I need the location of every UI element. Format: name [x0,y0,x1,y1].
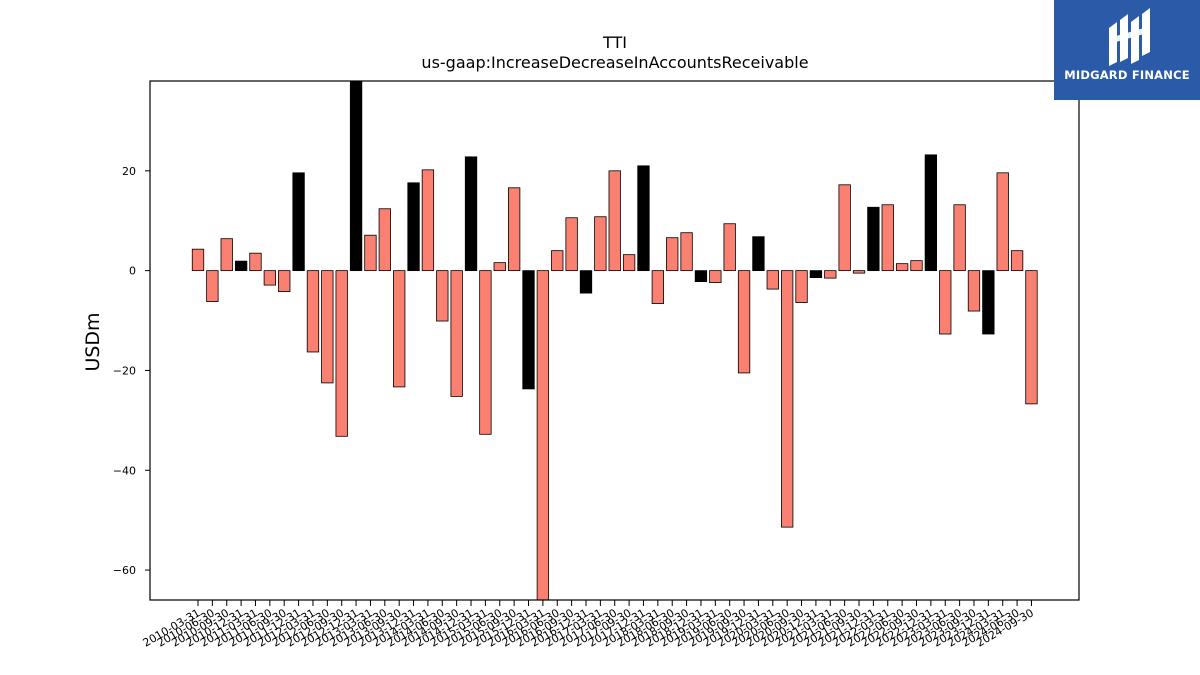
bar-2013-12-31 [407,182,420,272]
bar-2010-06-30 [206,270,219,302]
bar-2014-09-30 [450,270,463,397]
bar-2018-06-30 [666,237,679,272]
bar-2017-06-30 [608,170,621,272]
bar-2012-09-30 [335,270,348,437]
bar-2024-09-30 [1025,270,1038,405]
bar-2022-12-31 [924,154,938,272]
plot-frame [149,80,1080,601]
bar-2013-09-30 [393,270,406,388]
bar-2013-03-31 [364,234,377,272]
bar-2012-06-30 [321,270,334,384]
bar-2020-06-30 [781,270,794,528]
bar-2011-09-30 [278,270,291,292]
bar-2017-03-31 [594,216,607,272]
y-axis-label: USDm [82,312,104,371]
bar-2016-06-30 [551,250,564,272]
bar-2013-06-30 [378,208,391,272]
bar-2015-06-30 [493,262,506,272]
bar-2019-09-30 [737,270,751,374]
bar-2020-03-31 [766,270,779,290]
y-tick-label: 20 [122,165,136,178]
bar-2023-06-30 [953,204,966,272]
midgard-finance-logo: MIDGARD FINANCE [1054,0,1200,100]
bar-2011-06-30 [263,270,277,286]
bar-2024-03-31 [996,172,1009,272]
bar-2010-12-31 [234,260,248,272]
bar-2021-06-30 [838,184,851,272]
bar-2014-12-31 [464,156,478,272]
bar-2012-12-31 [349,80,363,272]
y-tick-label: −60 [113,564,136,577]
bar-2018-12-31 [694,270,708,283]
bar-2016-12-31 [579,270,593,294]
bar-2020-09-30 [795,270,808,303]
bar-2016-09-30 [565,217,578,272]
logo-text: MIDGARD FINANCE [1064,68,1190,82]
logo-background [1054,0,1200,100]
bar-2012-03-31 [306,270,320,353]
bar-2018-09-30 [680,232,693,272]
bar-2010-09-30 [220,238,233,272]
chart-title: TTI [602,33,627,52]
y-tick-label: −40 [113,464,136,477]
bar-2018-03-31 [651,270,664,304]
bar-2019-12-31 [752,236,765,272]
y-axis: −60 −40 −20 0 20 [113,165,150,577]
bar-2022-06-30 [895,263,909,272]
bar-2017-12-31 [637,165,650,272]
x-axis: 2010-03-312010-06-302010-09-302010-12-31… [141,600,1036,650]
bar-2019-03-31 [709,270,722,284]
bar-2023-09-30 [967,270,981,312]
bar-2015-03-31 [479,270,492,435]
bar-2015-09-30 [507,187,521,272]
bar-2019-06-30 [723,223,736,272]
logo-mark-icon [1109,8,1150,66]
bar-2022-03-31 [881,204,894,272]
y-tick-label: 0 [129,265,136,278]
bar-2021-03-31 [824,270,837,279]
bar-2021-09-30 [852,270,866,274]
bar-2014-06-30 [436,270,449,322]
y-tick-label: −20 [113,364,136,377]
bar-2021-12-31 [867,206,880,272]
chart-subtitle: us-gaap:IncreaseDecreaseInAccountsReceiv… [421,53,808,72]
bar-2010-03-31 [191,248,205,272]
bars-group [191,80,1038,601]
bar-2023-12-31 [982,270,995,335]
bar-2011-12-31 [292,172,305,272]
bar-2015-12-31 [522,270,535,390]
bar-2016-03-31 [536,270,550,601]
bar-2024-06-30 [1010,250,1024,272]
bar-2014-03-31 [421,169,435,272]
bar-2020-12-31 [809,270,823,279]
bar-2011-03-31 [249,252,262,272]
bar-2022-09-30 [910,260,923,272]
bar-2017-09-30 [622,254,636,272]
bar-2023-03-31 [939,270,952,335]
